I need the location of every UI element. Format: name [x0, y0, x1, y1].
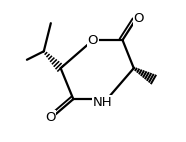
Text: O: O: [45, 111, 55, 124]
Text: NH: NH: [93, 96, 113, 109]
Text: O: O: [133, 12, 144, 25]
Text: O: O: [88, 34, 98, 47]
